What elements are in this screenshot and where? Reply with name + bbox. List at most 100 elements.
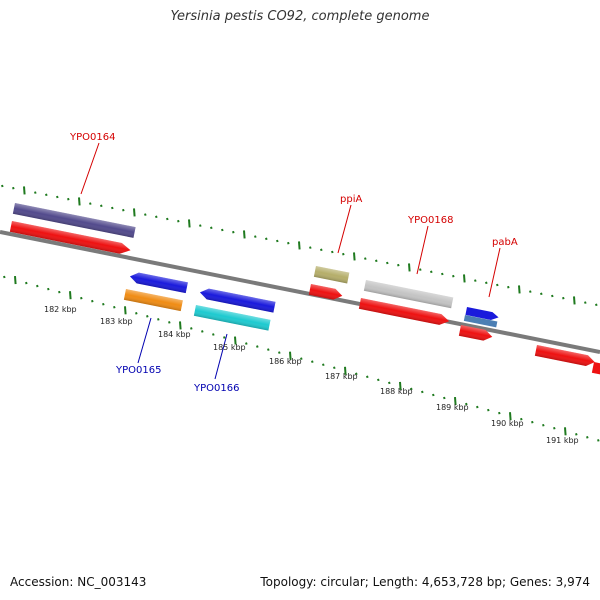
lower-track-tick xyxy=(509,412,512,421)
upper-track-tick xyxy=(309,246,312,249)
lower-track-tick xyxy=(201,330,204,333)
upper-track-tick xyxy=(265,237,268,241)
upper-track-tick xyxy=(23,186,26,195)
upper-track-tick xyxy=(474,279,477,282)
lower-track-tick xyxy=(322,363,325,367)
lower-track-tick xyxy=(487,408,490,412)
label-ppia: ppiA xyxy=(340,194,362,205)
kbp-label-188: 188 kbp xyxy=(380,387,413,396)
lower-track-tick xyxy=(157,318,160,321)
kbp-label-187: 187 kbp xyxy=(325,372,358,381)
upper-track-tick xyxy=(243,230,246,239)
lower-track-tick xyxy=(36,284,39,288)
label-ypo0165: YPO0165 xyxy=(115,365,161,376)
lower-track-tick xyxy=(179,321,182,330)
upper-track-tick xyxy=(177,219,180,223)
upper-tick-track xyxy=(1,184,598,307)
upper-track-tick xyxy=(573,296,576,305)
lower-track-tick xyxy=(355,372,358,376)
lower-track-tick xyxy=(553,426,556,430)
lower-track-tick xyxy=(3,275,6,279)
upper-track-tick xyxy=(375,259,378,263)
lower-track-tick xyxy=(69,291,72,300)
cds-paba[interactable] xyxy=(465,307,499,321)
lower-track-tick xyxy=(80,296,83,300)
lower-track-tick xyxy=(311,360,314,363)
upper-track-tick xyxy=(1,184,4,188)
upper-track-tick xyxy=(254,235,257,238)
upper-track-tick xyxy=(232,230,235,234)
upper-track-tick xyxy=(287,241,290,245)
upper-track-tick xyxy=(89,202,92,205)
lower-track-tick xyxy=(256,345,259,348)
upper-track-tick xyxy=(111,206,114,210)
upper-track-tick xyxy=(276,239,279,243)
upper-track-tick xyxy=(485,281,488,285)
lower-track-tick xyxy=(113,305,116,309)
lower-track-tick xyxy=(223,336,226,339)
lower-track-tick xyxy=(520,417,523,421)
lower-track-tick xyxy=(377,378,380,382)
kbp-label-190: 190 kbp xyxy=(491,419,524,428)
lower-track-tick xyxy=(531,420,534,424)
lower-track-tick xyxy=(168,321,171,324)
upper-track-tick xyxy=(540,292,543,296)
genome-backbone xyxy=(0,230,600,354)
accession-text: Accession: NC_003143 xyxy=(10,575,147,589)
lower-track-tick xyxy=(278,351,281,354)
lower-track-tick xyxy=(388,381,391,385)
upper-track-tick xyxy=(595,303,598,307)
upper-track-tick xyxy=(34,191,37,194)
upper-track-tick xyxy=(430,270,433,274)
label-ypo0168: YPO0168 xyxy=(407,215,453,226)
upper-track-tick xyxy=(584,301,587,304)
kbp-label-189: 189 kbp xyxy=(436,403,469,412)
upper-track-tick xyxy=(221,228,224,232)
lower-track-tick xyxy=(300,357,303,360)
lower-track-tick xyxy=(234,336,237,345)
upper-track-tick xyxy=(199,224,202,227)
lower-track-tick xyxy=(47,287,50,291)
leader-ypo0168 xyxy=(416,225,429,275)
lower-track-tick xyxy=(344,366,347,375)
upper-track-tick xyxy=(122,208,125,212)
leader-ypo0166 xyxy=(214,333,228,380)
upper-track-tick xyxy=(133,208,136,217)
upper-track-tick xyxy=(551,294,554,298)
upper-track-tick xyxy=(452,274,455,278)
upper-track-tick xyxy=(12,186,15,190)
upper-track-tick xyxy=(529,290,532,293)
lower-track-tick xyxy=(399,381,402,390)
upper-track-tick xyxy=(100,204,103,208)
upper-track-tick xyxy=(518,285,521,294)
lower-track-tick xyxy=(597,439,600,442)
upper-track-tick xyxy=(45,193,48,197)
lower-track-tick xyxy=(212,333,215,336)
lower-track-tick xyxy=(245,342,248,345)
lower-track-tick xyxy=(190,327,193,330)
upper-track-tick xyxy=(320,248,323,252)
upper-track-tick xyxy=(419,268,422,271)
kbp-label-183: 183 kbp xyxy=(100,317,133,326)
gene-paba[interactable] xyxy=(463,315,498,328)
lower-track-tick xyxy=(366,375,369,379)
label-ypo0164: YPO0164 xyxy=(69,132,115,143)
cds-edge-2[interactable] xyxy=(591,362,600,375)
leader-ypo0164 xyxy=(80,142,100,195)
upper-track-tick xyxy=(353,252,356,261)
lower-track-tick xyxy=(25,281,28,285)
leader-paba xyxy=(488,247,501,298)
lower-track-tick xyxy=(465,402,468,406)
kbp-label-185: 185 kbp xyxy=(213,343,246,352)
upper-track-tick xyxy=(507,285,510,289)
lower-track-tick xyxy=(58,290,61,294)
lower-track-tick xyxy=(586,436,589,439)
lower-track-tick xyxy=(91,299,94,303)
kbp-label-191: 191 kbp xyxy=(546,436,579,445)
upper-track-tick xyxy=(408,263,411,272)
upper-track-tick xyxy=(144,213,147,216)
lower-track-tick xyxy=(454,396,457,406)
upper-track-tick xyxy=(441,272,444,276)
lower-track-tick xyxy=(410,387,413,391)
